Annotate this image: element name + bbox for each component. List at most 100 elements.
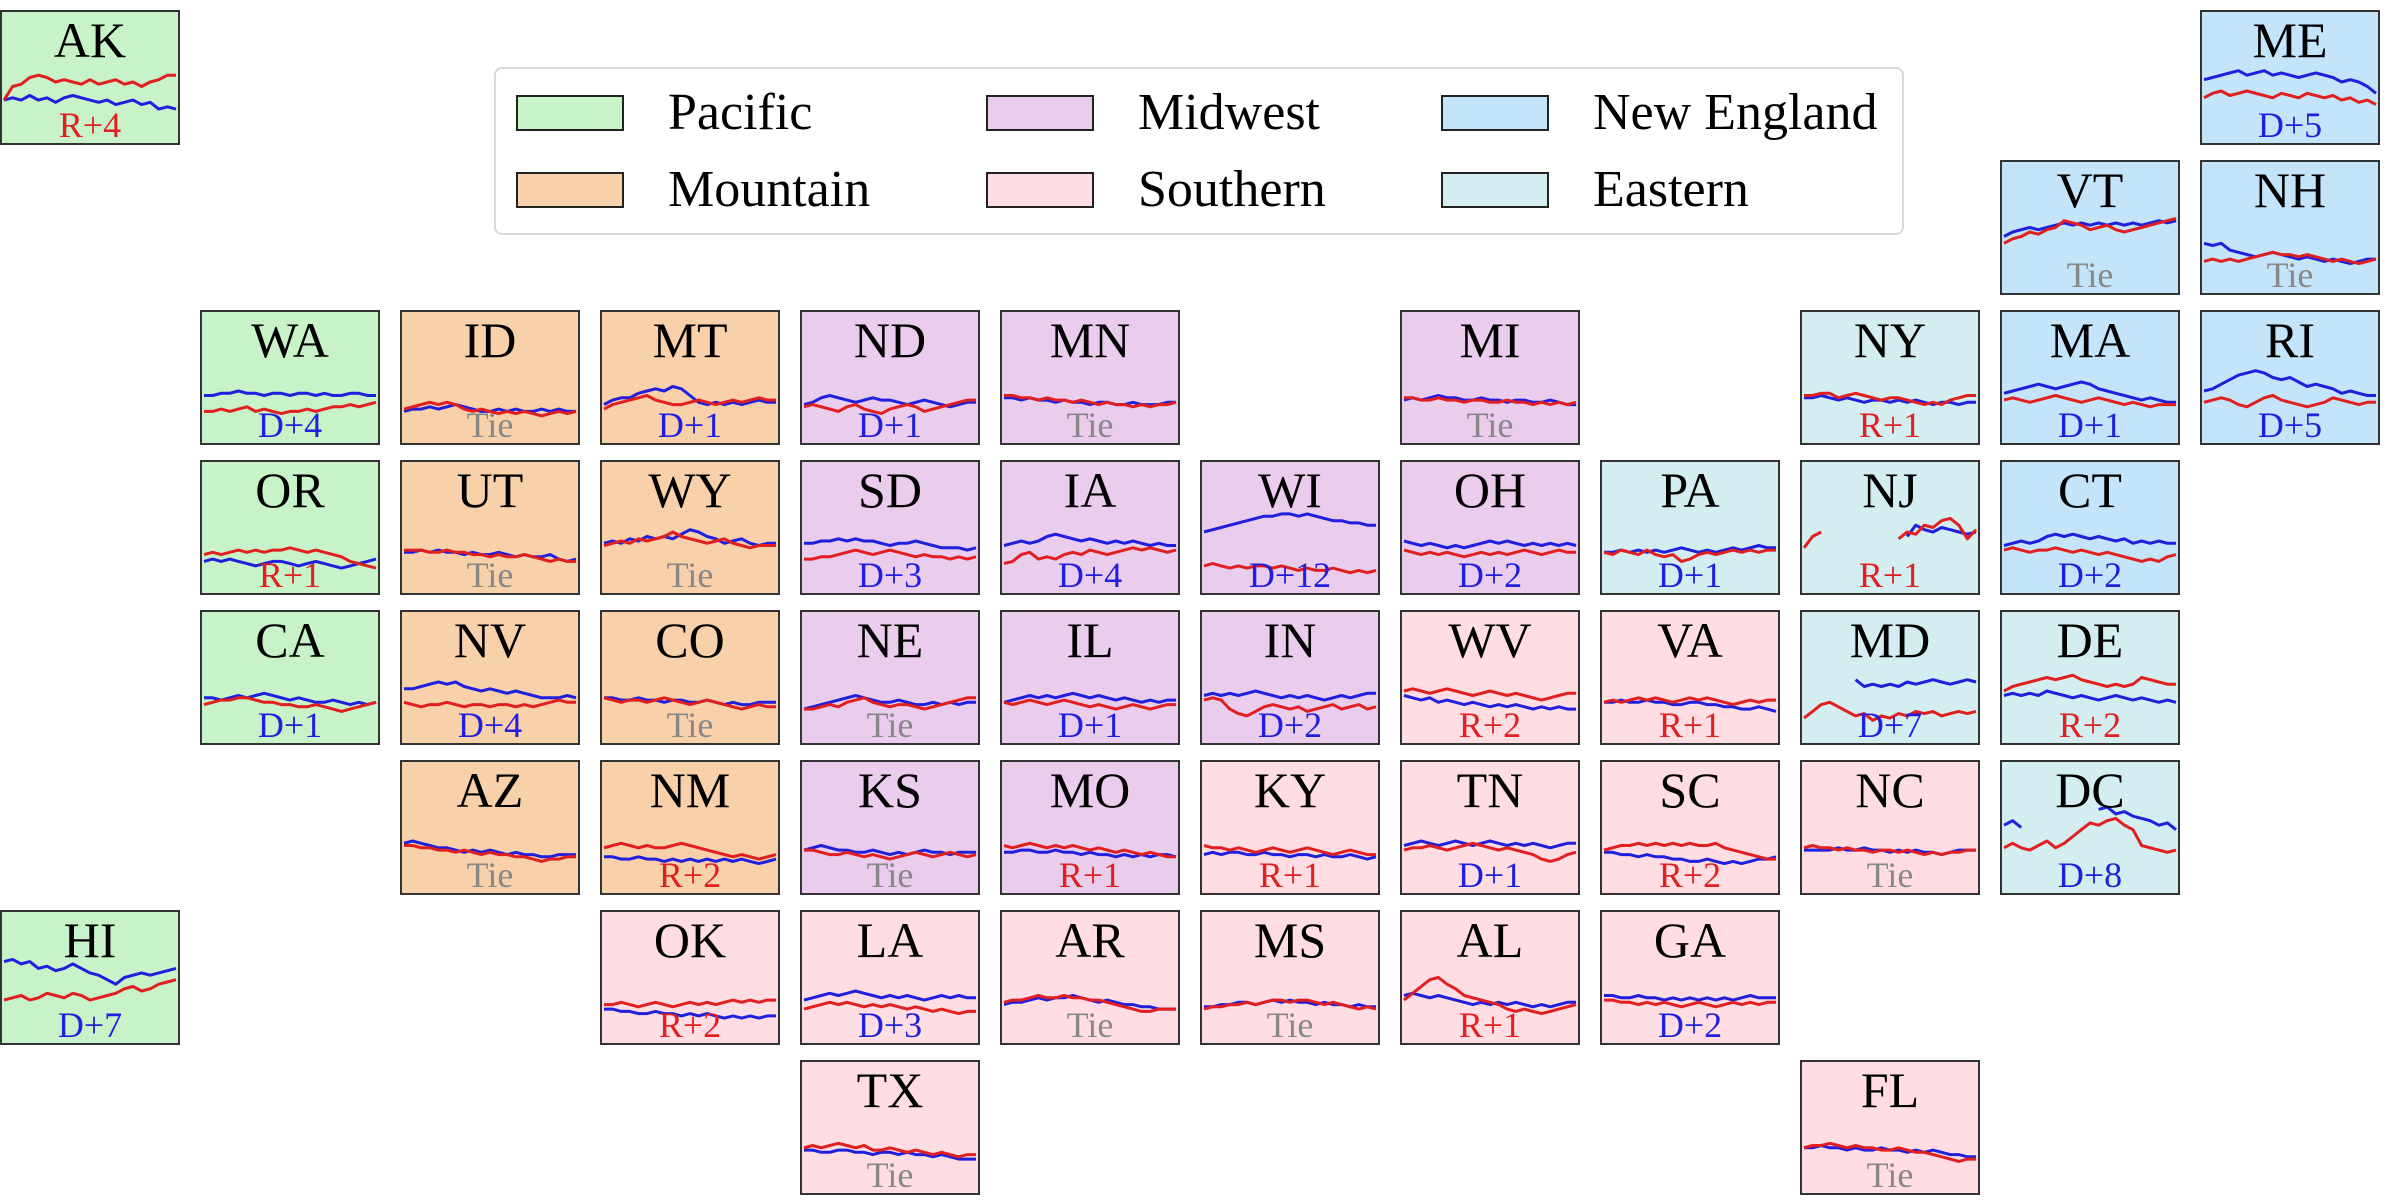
tile-background xyxy=(1400,310,1580,445)
tile-background xyxy=(1600,760,1780,895)
margin-label: D+7 xyxy=(58,1005,122,1045)
legend-label-eastern: Eastern xyxy=(1593,161,1749,218)
republican-trend-line xyxy=(603,696,776,711)
legend-swatch-new-england xyxy=(1441,95,1549,131)
tile-background xyxy=(1000,610,1180,745)
margin-label: D+5 xyxy=(2258,405,2322,445)
state-abbr-label: WA xyxy=(251,312,329,368)
state-abbr-label: IN xyxy=(1264,612,1317,668)
state-tile-mi: MI Tie xyxy=(1400,310,1580,445)
state-tile-ma: MA D+1 xyxy=(2000,310,2180,445)
republican-trend-line xyxy=(1802,516,1978,549)
margin-label: D+1 xyxy=(658,405,722,445)
state-abbr-label: WY xyxy=(648,462,731,518)
margin-label: D+3 xyxy=(858,555,922,595)
democrat-trend-line xyxy=(1203,850,1377,861)
republican-trend-line xyxy=(1003,841,1176,859)
state-abbr-label: RI xyxy=(2265,312,2315,368)
tile-background xyxy=(1000,460,1180,595)
tile-background xyxy=(600,610,780,745)
tile-background xyxy=(800,610,980,745)
republican-trend-line xyxy=(804,696,976,711)
margin-label: R+4 xyxy=(59,105,121,145)
margin-label: D+5 xyxy=(2258,105,2322,145)
republican-trend-line xyxy=(804,848,977,861)
republican-trend-line xyxy=(403,698,576,709)
tile-background xyxy=(1200,610,1380,745)
democrat-trend-line xyxy=(1003,532,1176,547)
state-tile-mo: MO R+1 xyxy=(1000,760,1180,895)
tile-background xyxy=(1600,910,1780,1045)
state-abbr-label: NV xyxy=(454,612,526,668)
republican-trend-line xyxy=(204,400,377,416)
republican-trend-line xyxy=(1003,698,1176,711)
republican-trend-line xyxy=(603,530,776,550)
democrat-trend-line xyxy=(2203,69,2377,95)
tile-background xyxy=(400,460,580,595)
margin-label: Tie xyxy=(1867,1155,1914,1195)
tile-background xyxy=(400,310,580,445)
legend-swatch-midwest xyxy=(986,95,1094,131)
democrat-trend-line xyxy=(1004,848,1177,859)
state-tile-mt: MT D+1 xyxy=(600,310,780,445)
margin-label: D+1 xyxy=(258,705,322,745)
tile-background xyxy=(1200,760,1380,895)
margin-label: D+1 xyxy=(858,405,922,445)
state-abbr-label: IL xyxy=(1066,612,1113,668)
state-abbr-label: MT xyxy=(653,312,728,368)
republican-trend-line xyxy=(2003,216,2177,245)
legend-item-pacific: Pacific xyxy=(516,84,956,141)
margin-label: Tie xyxy=(467,555,514,595)
republican-trend-line xyxy=(1004,394,1177,409)
democrat-trend-line xyxy=(2203,241,2376,266)
margin-label: Tie xyxy=(1467,405,1514,445)
margin-label: Tie xyxy=(667,555,714,595)
state-abbr-label: VA xyxy=(1657,612,1723,668)
state-abbr-label: NH xyxy=(2254,162,2326,218)
state-abbr-label: DE xyxy=(2057,612,2124,668)
republican-trend-line xyxy=(1403,687,1576,702)
republican-trend-line xyxy=(603,394,776,411)
democrat-trend-line xyxy=(1604,994,1776,1002)
state-tile-ky: KY R+1 xyxy=(1200,760,1380,895)
margin-label: D+8 xyxy=(2058,855,2122,895)
democrat-trend-line xyxy=(403,839,576,859)
margin-label: D+1 xyxy=(1658,555,1722,595)
tile-background xyxy=(800,910,980,1045)
tile-background xyxy=(1800,760,1980,895)
state-tile-nh: NH Tie xyxy=(2200,160,2380,295)
state-abbr-label: AL xyxy=(1457,912,1524,968)
margin-label: Tie xyxy=(467,855,514,895)
margin-label: Tie xyxy=(1267,1005,1314,1045)
democrat-trend-line xyxy=(1203,689,1376,702)
state-abbr-label: MA xyxy=(2050,312,2131,368)
republican-trend-line xyxy=(404,844,576,863)
margin-label: D+2 xyxy=(2058,555,2122,595)
state-tile-fl: FL Tie xyxy=(1800,1060,1980,1195)
democrat-trend-line xyxy=(1403,539,1577,550)
tile-background xyxy=(400,760,580,895)
state-tile-wi: WI D+12 xyxy=(1200,460,1380,595)
republican-trend-line xyxy=(1403,976,1577,1016)
democrat-trend-line xyxy=(404,680,577,700)
legend-label-pacific: Pacific xyxy=(668,84,813,141)
state-abbr-label: AR xyxy=(1055,912,1125,968)
democrat-trend-line xyxy=(2003,380,2176,404)
tile-background xyxy=(400,610,580,745)
margin-label: Tie xyxy=(2067,255,2114,295)
democrat-trend-line xyxy=(1403,394,1576,407)
state-abbr-label: PA xyxy=(1660,462,1719,518)
republican-trend-line xyxy=(3,978,177,1002)
state-tile-sd: SD D+3 xyxy=(800,460,980,595)
democrat-trend-line xyxy=(803,989,976,1002)
republican-trend-line xyxy=(1203,998,1377,1011)
state-abbr-label: NJ xyxy=(1862,462,1918,518)
state-tile-me: ME D+5 xyxy=(2200,10,2380,145)
democrat-trend-line xyxy=(2003,805,2177,831)
margin-label: Tie xyxy=(1067,405,1114,445)
republican-trend-line xyxy=(2203,250,2377,266)
legend-label-midwest: Midwest xyxy=(1138,84,1320,141)
democrat-trend-line xyxy=(1604,698,1777,713)
tile-background xyxy=(1000,760,1180,895)
